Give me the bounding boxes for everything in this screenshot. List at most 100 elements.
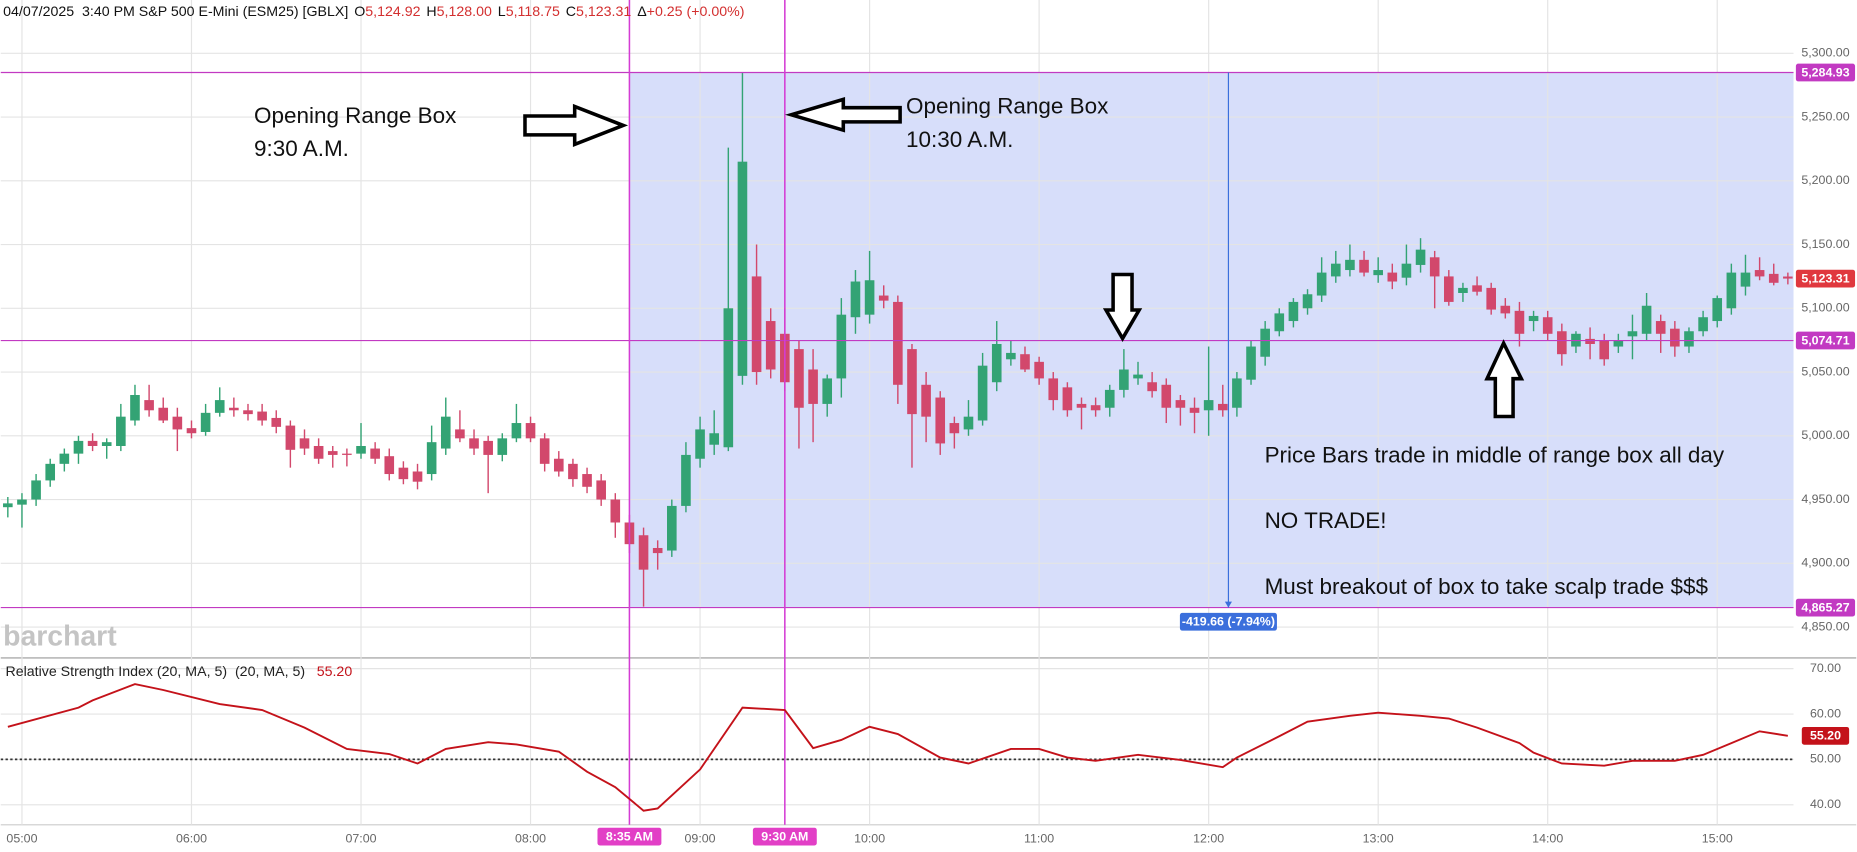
- candle-body: [582, 474, 592, 487]
- candle-body: [1330, 263, 1341, 277]
- candle-body: [1048, 378, 1059, 401]
- candle-body: [257, 411, 267, 421]
- candle-body: [1472, 285, 1482, 292]
- candle-body: [1557, 331, 1567, 355]
- candle-body: [313, 445, 324, 459]
- y-tick-label: 40.00: [1810, 797, 1841, 811]
- candle-body: [271, 417, 282, 427]
- candle-body: [850, 281, 861, 318]
- candle-body: [1486, 287, 1496, 310]
- arrow-down: [1102, 272, 1143, 342]
- candle-body: [45, 463, 56, 481]
- candle-body: [864, 280, 875, 315]
- quote-value: 5,118.75: [506, 4, 560, 20]
- x-tick-label: 10:00: [854, 831, 885, 845]
- candle-body: [243, 410, 253, 415]
- candle-body: [695, 429, 705, 459]
- candle-body: [1175, 400, 1186, 408]
- candle-body: [1542, 317, 1553, 334]
- header-title: 04/07/2025 3:40 PM S&P 500 E-Mini (ESM25…: [3, 4, 348, 20]
- candle-body: [17, 499, 27, 505]
- candle-body: [1585, 338, 1595, 344]
- candle-body: [31, 480, 41, 500]
- candle-body: [652, 547, 663, 554]
- candle-body: [1133, 374, 1143, 379]
- candle-body: [1726, 272, 1737, 309]
- x-tick-label: 11:00: [1024, 831, 1054, 845]
- candle-body: [59, 453, 70, 464]
- rsi-title: Relative Strength Index (20, MA, 5) (20,…: [6, 664, 306, 680]
- y-tick-label: 5,100.00: [1801, 301, 1849, 315]
- candle-body: [681, 454, 691, 506]
- candle-body: [1641, 305, 1652, 334]
- candle-body: [229, 407, 239, 411]
- candle-body: [1203, 400, 1214, 411]
- candle-body: [1161, 384, 1172, 408]
- candle-body: [893, 301, 903, 385]
- candle-body: [610, 499, 621, 523]
- candle-body: [469, 438, 479, 449]
- rsi-last-label-box: [1801, 726, 1850, 745]
- candle-body: [299, 438, 310, 449]
- candle-body: [1429, 257, 1440, 277]
- range-line-label: 5,284.93: [1801, 65, 1849, 79]
- y-tick-label: 5,000.00: [1801, 428, 1849, 442]
- candle-body: [709, 433, 719, 445]
- candle-body: [1006, 352, 1016, 360]
- candle-body: [186, 428, 197, 434]
- candle-body: [1684, 331, 1694, 347]
- candle-body: [1740, 272, 1751, 287]
- candle-body: [568, 463, 578, 480]
- quote-value: 5,124.92: [365, 4, 420, 20]
- candle-body: [130, 394, 140, 421]
- y-tick-label: 5,050.00: [1801, 364, 1849, 378]
- candle-body: [1655, 321, 1666, 334]
- candle-body: [667, 505, 677, 551]
- candle-body: [1090, 405, 1101, 411]
- candle-body: [511, 423, 522, 439]
- quote-value: +0.25 (+0.00%): [647, 4, 745, 20]
- candle-body: [172, 416, 183, 430]
- candle-body: [1599, 340, 1610, 360]
- candle-body: [370, 448, 380, 459]
- candle-body: [907, 349, 917, 415]
- candle-body: [1627, 331, 1638, 337]
- candle-body: [3, 503, 13, 508]
- candle-body: [1670, 328, 1680, 347]
- quote-key: Δ: [637, 4, 647, 20]
- annotation: NO TRADE!: [1265, 508, 1387, 533]
- candle-body: [412, 471, 423, 482]
- y-tick-label: 4,900.00: [1801, 556, 1849, 570]
- candle-body: [921, 384, 931, 417]
- candle-body: [1698, 317, 1708, 332]
- candle-body: [1359, 259, 1369, 273]
- candle-body: [935, 397, 946, 444]
- candle-body: [1189, 407, 1200, 413]
- time-line-label-box: [752, 827, 817, 846]
- candle-body: [356, 445, 366, 454]
- annotation: 9:30 A.M.: [254, 136, 349, 161]
- candle-body: [991, 343, 1002, 383]
- candle-body: [1345, 259, 1355, 271]
- candle-body: [87, 440, 98, 446]
- range-line-label-box: [1795, 63, 1856, 82]
- candle-body: [1514, 310, 1525, 334]
- candle-body: [1119, 369, 1129, 390]
- candle-body: [1274, 313, 1285, 332]
- candle-body: [1458, 287, 1468, 293]
- candle-body: [596, 480, 606, 500]
- y-tick-label: 70.00: [1810, 661, 1841, 675]
- candle-body: [144, 400, 154, 411]
- time-line-label: 9:30 AM: [761, 829, 808, 843]
- candle-body: [794, 349, 804, 408]
- annotation: 10:30 A.M.: [906, 127, 1013, 152]
- time-line-label: 8:35 AM: [606, 829, 653, 843]
- candle-body: [116, 416, 126, 446]
- candle-body: [455, 429, 465, 439]
- x-tick-label: 15:00: [1702, 831, 1733, 845]
- range-line-label-box: [1795, 331, 1856, 350]
- candle-body: [963, 416, 974, 430]
- watermark: barchart: [3, 620, 117, 652]
- candle-body: [1147, 382, 1157, 392]
